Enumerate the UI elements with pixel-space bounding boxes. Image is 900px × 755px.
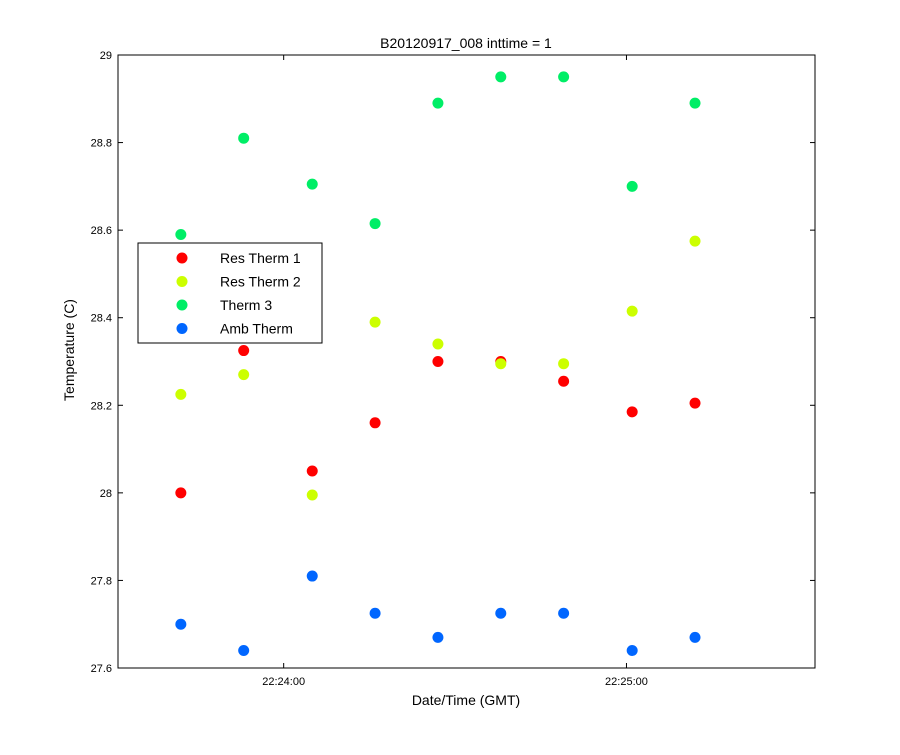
y-tick-label: 28.6 xyxy=(91,225,112,237)
data-point xyxy=(495,358,507,370)
x-tick-label: 22:24:00 xyxy=(262,676,305,688)
legend-marker xyxy=(176,299,188,311)
y-tick-label: 28 xyxy=(100,488,112,500)
y-tick-label: 28.2 xyxy=(91,400,112,412)
data-point xyxy=(689,235,701,247)
data-point xyxy=(558,71,570,83)
plot-frame xyxy=(117,54,816,669)
data-point xyxy=(306,489,318,501)
x-axis-label: Date/Time (GMT) xyxy=(412,692,520,708)
legend-label: Amb Therm xyxy=(220,321,293,337)
chart-title: B20120917_008 inttime = 1 xyxy=(380,35,552,51)
legend-marker xyxy=(176,276,188,287)
data-point xyxy=(369,316,381,328)
data-point xyxy=(558,607,570,619)
data-point xyxy=(689,397,701,409)
data-point xyxy=(306,178,318,190)
data-point xyxy=(626,305,638,317)
data-point xyxy=(238,644,250,656)
legend-label: Res Therm 1 xyxy=(220,250,301,266)
data-point xyxy=(689,97,701,109)
data-point xyxy=(369,607,381,619)
data-point xyxy=(432,97,444,109)
data-point xyxy=(432,631,444,643)
legend: Res Therm 1 Res Therm 2 Therm 3 Amb Therm xyxy=(137,242,323,344)
series-therm-3 xyxy=(175,71,701,241)
data-point xyxy=(495,71,507,83)
y-tick-label: 27.6 xyxy=(91,663,112,675)
data-point xyxy=(558,358,570,370)
data-point xyxy=(238,345,250,357)
data-point xyxy=(369,218,381,230)
legend-label: Res Therm 2 xyxy=(220,274,301,290)
data-point xyxy=(369,417,381,429)
data-point xyxy=(306,465,318,477)
y-axis-label: Temperature (C) xyxy=(61,299,77,401)
data-point xyxy=(495,607,507,619)
legend-marker xyxy=(176,323,188,334)
series-res-therm-2 xyxy=(175,235,701,501)
data-point xyxy=(689,631,701,643)
legend-label: Therm 3 xyxy=(220,297,272,313)
data-points xyxy=(175,71,701,656)
data-point xyxy=(175,388,187,400)
data-point xyxy=(432,356,444,367)
data-point xyxy=(432,338,444,350)
legend-item: Therm 3 xyxy=(176,297,272,313)
legend-box xyxy=(137,242,323,344)
y-tick-label: 29 xyxy=(100,50,112,62)
y-tick-label: 27.8 xyxy=(91,575,112,587)
legend-item: Amb Therm xyxy=(176,321,293,337)
data-point xyxy=(238,132,250,144)
data-point xyxy=(626,644,638,656)
data-point xyxy=(306,570,318,582)
y-tick-label: 28.8 xyxy=(91,138,112,150)
legend-item: Res Therm 1 xyxy=(176,250,301,266)
data-point xyxy=(238,369,250,381)
axes: 27.6 27.8 28 28.2 28.4 28.6 28.8 29 22:24:00 22:2… xyxy=(91,50,816,688)
data-point xyxy=(175,487,187,499)
data-point xyxy=(626,406,638,418)
y-tick-label: 28.4 xyxy=(91,313,112,325)
data-point xyxy=(175,618,187,630)
data-point xyxy=(626,180,638,192)
data-point xyxy=(558,375,570,387)
data-point xyxy=(175,229,187,241)
legend-item: Res Therm 2 xyxy=(176,274,301,290)
x-tick-label: 22:25:00 xyxy=(605,676,648,688)
series-amb-therm xyxy=(175,570,701,656)
legend-marker xyxy=(176,252,188,264)
